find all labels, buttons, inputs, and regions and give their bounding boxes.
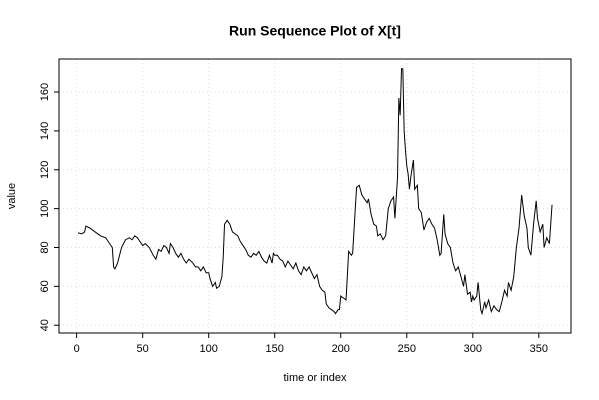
x-tick-label: 250: [398, 343, 416, 355]
data-line: [77, 68, 553, 316]
y-tick-label: 80: [39, 241, 51, 253]
y-tick-label: 140: [39, 122, 51, 140]
chart-title: Run Sequence Plot of X[t]: [229, 23, 401, 39]
x-tick-label: 0: [74, 343, 80, 355]
y-tick-label: 120: [39, 161, 51, 179]
y-tick-label: 40: [39, 319, 51, 331]
x-tick-label: 150: [266, 343, 284, 355]
y-axis-label: value: [6, 183, 18, 209]
x-tick-label: 350: [530, 343, 548, 355]
y-tick-label: 160: [39, 83, 51, 101]
x-tick-label: 300: [464, 343, 482, 355]
x-axis-label: time or index: [284, 372, 347, 384]
plot-frame: [58, 58, 572, 334]
x-tick-label: 200: [332, 343, 350, 355]
y-tick-label: 60: [39, 280, 51, 292]
x-tick-label: 50: [137, 343, 149, 355]
x-tick-label: 100: [200, 343, 218, 355]
y-tick-label: 100: [39, 199, 51, 217]
